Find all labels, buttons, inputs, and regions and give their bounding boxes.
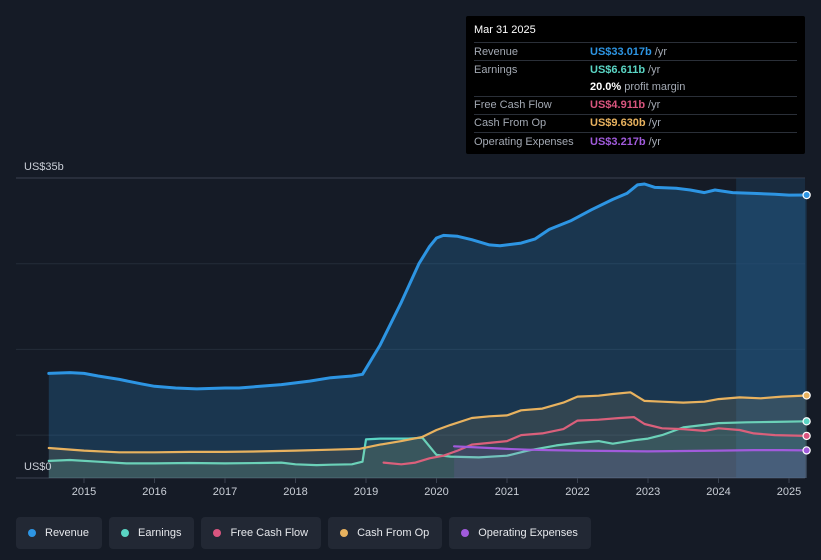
revenue-line bbox=[47, 182, 809, 391]
x-tick-label: 2022 bbox=[565, 486, 589, 498]
tooltip-row-value: US$4.911b bbox=[590, 99, 646, 112]
tooltip-row-unit: /yr bbox=[654, 45, 667, 58]
x-tick-label: 2025 bbox=[777, 486, 801, 498]
endpoint-markers bbox=[802, 190, 811, 455]
tooltip-row-value: US$6.611b bbox=[590, 63, 646, 76]
tooltip-row-label: Revenue bbox=[474, 45, 519, 58]
earnings-endpoint bbox=[802, 417, 811, 426]
series-layer bbox=[47, 182, 809, 478]
x-tick-label: 2020 bbox=[424, 486, 448, 498]
y-axis-top-label: US$35b bbox=[24, 161, 64, 173]
legend-item-cash-from-op[interactable]: Cash From Op bbox=[328, 517, 443, 549]
grid-lines bbox=[16, 177, 805, 479]
free-cash-flow-line bbox=[382, 416, 808, 466]
x-axis-ticks: 2015 2016 2017 2018 2019 2020 2021 2022 2023 2024… bbox=[72, 478, 801, 498]
legend-label: Earnings bbox=[138, 527, 182, 539]
operating-expenses-line bbox=[453, 445, 808, 453]
tooltip-row-unit: /yr bbox=[648, 117, 661, 130]
x-tick-label: 2023 bbox=[636, 486, 660, 498]
tooltip-rows: Revenue US$33.017b/yr Earnings US$6.611b/yr… bbox=[474, 42, 797, 150]
legend-item-operating-expenses[interactable]: Operating Expenses bbox=[449, 517, 591, 549]
cash-from-op-line bbox=[47, 391, 808, 454]
tooltip-row-label: Operating Expenses bbox=[474, 135, 574, 148]
legend-dot-icon bbox=[28, 529, 36, 537]
tooltip-row: 20.0% profit margin bbox=[474, 78, 797, 95]
legend-item-earnings[interactable]: Earnings bbox=[109, 517, 195, 549]
revenue-endpoint bbox=[802, 190, 811, 200]
legend-dot-icon bbox=[340, 529, 349, 537]
x-tick-label: 2024 bbox=[706, 486, 730, 498]
y-axis-bottom-label: US$0 bbox=[24, 461, 52, 473]
tooltip-row-label: Free Cash Flow bbox=[474, 99, 552, 112]
operating-expenses-endpoint bbox=[802, 446, 811, 455]
data-tooltip: Mar 31 2025 Revenue US$33.017b/yr Earnings… bbox=[466, 16, 805, 154]
operating-expenses-area bbox=[454, 446, 807, 478]
legend-dot-icon bbox=[461, 529, 470, 537]
tooltip-row-value: 20.0% bbox=[590, 80, 622, 93]
free-cash-flow-endpoint bbox=[802, 431, 811, 441]
tooltip-row-unit: /yr bbox=[648, 63, 661, 76]
legend-label: Operating Expenses bbox=[478, 527, 578, 539]
x-tick-label: 2021 bbox=[495, 486, 519, 498]
cash-from-op-endpoint bbox=[802, 391, 811, 400]
x-tick-label: 2019 bbox=[354, 486, 378, 498]
legend-label: Revenue bbox=[45, 527, 90, 539]
tooltip-row: Operating Expenses US$3.217b/yr bbox=[474, 131, 797, 150]
tooltip-row: Free Cash Flow US$4.911b/yr bbox=[474, 95, 797, 114]
legend-label: Cash From Op bbox=[357, 527, 430, 539]
tooltip-row-value: US$33.017b bbox=[590, 45, 652, 58]
legend-dot-icon bbox=[121, 529, 130, 537]
tooltip-row-unit: /yr bbox=[648, 99, 661, 112]
tooltip-row: Revenue US$33.017b/yr bbox=[474, 42, 797, 60]
x-tick-label: 2018 bbox=[283, 486, 307, 498]
x-tick-label: 2015 bbox=[72, 486, 96, 498]
legend-item-revenue[interactable]: Revenue bbox=[16, 517, 103, 549]
tooltip-row: Earnings US$6.611b/yr bbox=[474, 60, 797, 78]
tooltip-row: Cash From Op US$9.630b/yr bbox=[474, 113, 797, 132]
chart: US$35b US$0 2015 2016 2017 2018 2019 2020 2021… bbox=[16, 161, 811, 498]
forecast-highlight bbox=[736, 178, 805, 478]
x-tick-label: 2017 bbox=[213, 486, 237, 498]
x-tick-label: 2016 bbox=[142, 486, 166, 498]
tooltip-row-label: Earnings bbox=[474, 63, 518, 76]
highlight-region bbox=[736, 178, 805, 478]
legend: Revenue Earnings Free Cash Flow Cash From O… bbox=[16, 517, 591, 549]
legend-label: Free Cash Flow bbox=[230, 527, 309, 539]
earnings-line bbox=[47, 420, 808, 467]
tooltip-date: Mar 31 2025 bbox=[474, 24, 536, 36]
tooltip-row-value: US$9.630b bbox=[590, 117, 646, 130]
legend-item-free-cash-flow[interactable]: Free Cash Flow bbox=[201, 517, 322, 549]
tooltip-row-unit: /yr bbox=[648, 135, 661, 148]
legend-dot-icon bbox=[213, 529, 222, 537]
tooltip-row-label: Cash From Op bbox=[474, 117, 547, 130]
tooltip-row-unit: profit margin bbox=[624, 80, 686, 93]
tooltip-row-value: US$3.217b bbox=[590, 135, 646, 148]
revenue-area bbox=[48, 184, 807, 478]
